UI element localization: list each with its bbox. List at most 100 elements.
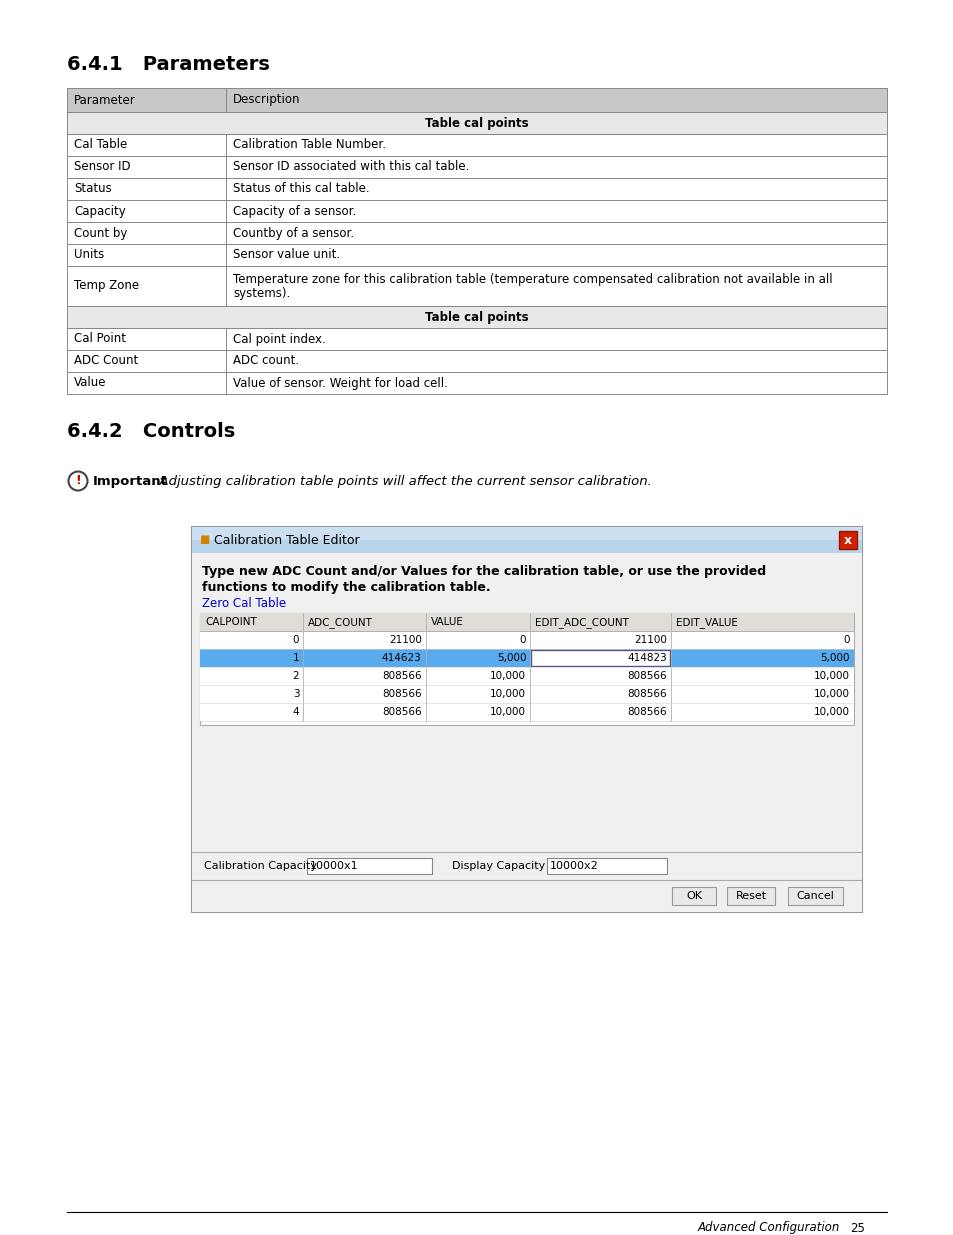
Text: Count by: Count by — [74, 226, 128, 240]
Text: Countby of a sensor.: Countby of a sensor. — [233, 226, 354, 240]
Bar — [726, 887, 774, 905]
Bar — [307, 858, 432, 874]
Text: Advanced Configuration: Advanced Configuration — [697, 1221, 840, 1235]
Text: 10,000: 10,000 — [813, 689, 849, 699]
Bar — [200, 613, 853, 631]
Text: 10,000: 10,000 — [490, 689, 526, 699]
Bar — [200, 685, 853, 703]
Text: 0: 0 — [519, 635, 526, 645]
Text: !: ! — [75, 474, 81, 488]
Text: 10,000: 10,000 — [490, 671, 526, 680]
Text: 1: 1 — [293, 653, 299, 663]
Bar — [67, 266, 886, 306]
Text: ◼: ◼ — [200, 534, 211, 547]
Text: ADC_COUNT: ADC_COUNT — [308, 618, 373, 627]
Text: 25: 25 — [849, 1221, 864, 1235]
Text: Capacity: Capacity — [74, 205, 126, 217]
Bar — [200, 650, 853, 667]
Text: Calibration Table Editor: Calibration Table Editor — [213, 534, 359, 547]
Text: Status of this cal table.: Status of this cal table. — [233, 183, 369, 195]
Text: 5,000: 5,000 — [820, 653, 849, 663]
Text: Temperature zone for this calibration table (temperature compensated calibration: Temperature zone for this calibration ta… — [233, 273, 832, 287]
Text: 10,000: 10,000 — [813, 706, 849, 718]
Bar — [67, 112, 886, 135]
Text: Display Capacity: Display Capacity — [452, 861, 545, 871]
Text: 808566: 808566 — [381, 671, 421, 680]
Text: Value: Value — [74, 377, 107, 389]
Text: 10,000: 10,000 — [813, 671, 849, 680]
Text: systems).: systems). — [233, 287, 290, 300]
Text: OK: OK — [685, 890, 701, 902]
Bar — [67, 372, 886, 394]
Text: Sensor value unit.: Sensor value unit. — [233, 248, 340, 262]
Text: EDIT_ADC_COUNT: EDIT_ADC_COUNT — [535, 618, 628, 627]
Text: ADC Count: ADC Count — [74, 354, 138, 368]
Text: 4: 4 — [293, 706, 299, 718]
Text: 808566: 808566 — [381, 706, 421, 718]
Text: Capacity of a sensor.: Capacity of a sensor. — [233, 205, 355, 217]
Text: Reset: Reset — [735, 890, 766, 902]
Text: 808566: 808566 — [626, 671, 666, 680]
Text: Zero Cal Table: Zero Cal Table — [202, 597, 286, 610]
Text: 10000x1: 10000x1 — [310, 861, 358, 871]
Text: EDIT_VALUE: EDIT_VALUE — [675, 618, 737, 627]
Bar — [200, 631, 853, 650]
Bar — [67, 306, 886, 329]
Text: Calibration Capacity: Calibration Capacity — [204, 861, 316, 871]
Text: 6.4.2   Controls: 6.4.2 Controls — [67, 422, 235, 441]
Text: x: x — [843, 534, 851, 547]
Text: 808566: 808566 — [381, 689, 421, 699]
Bar — [192, 553, 862, 911]
Text: 808566: 808566 — [626, 689, 666, 699]
Text: Temp Zone: Temp Zone — [74, 279, 139, 293]
Text: Value of sensor. Weight for load cell.: Value of sensor. Weight for load cell. — [233, 377, 447, 389]
Text: Units: Units — [74, 248, 104, 262]
Bar — [67, 156, 886, 178]
Bar — [67, 200, 886, 222]
Text: Parameter: Parameter — [74, 94, 135, 106]
Bar — [67, 222, 886, 245]
Bar — [67, 178, 886, 200]
Text: Adjusting calibration table points will affect the current sensor calibration.: Adjusting calibration table points will … — [151, 474, 651, 488]
Bar — [192, 527, 862, 540]
Text: Calibration Table Number.: Calibration Table Number. — [233, 138, 386, 152]
Bar — [67, 245, 886, 266]
Text: Cal Point: Cal Point — [74, 332, 126, 346]
Bar — [200, 667, 853, 685]
Text: 21100: 21100 — [634, 635, 666, 645]
Text: 808566: 808566 — [626, 706, 666, 718]
Text: 3: 3 — [293, 689, 299, 699]
Bar — [192, 527, 862, 911]
Circle shape — [69, 472, 88, 490]
Text: 0: 0 — [293, 635, 299, 645]
Bar — [67, 88, 886, 112]
Bar — [671, 887, 716, 905]
Text: Cal point index.: Cal point index. — [233, 332, 325, 346]
Text: Status: Status — [74, 183, 112, 195]
Text: Sensor ID associated with this cal table.: Sensor ID associated with this cal table… — [233, 161, 469, 173]
Bar — [200, 613, 853, 725]
Text: Cancel: Cancel — [796, 890, 834, 902]
Bar — [192, 852, 862, 881]
Bar — [546, 858, 666, 874]
Text: Cal Table: Cal Table — [74, 138, 127, 152]
Bar — [67, 135, 886, 156]
Bar — [200, 703, 853, 721]
Text: Table cal points: Table cal points — [425, 310, 528, 324]
Text: Type new ADC Count and/or Values for the calibration table, or use the provided: Type new ADC Count and/or Values for the… — [202, 564, 765, 578]
Text: ADC count.: ADC count. — [233, 354, 299, 368]
Text: 0: 0 — [842, 635, 849, 645]
Text: VALUE: VALUE — [430, 618, 463, 627]
Text: 5,000: 5,000 — [497, 653, 526, 663]
Text: 10,000: 10,000 — [490, 706, 526, 718]
Text: 10000x2: 10000x2 — [550, 861, 598, 871]
Bar — [838, 531, 856, 550]
Bar — [67, 329, 886, 350]
Bar — [531, 650, 669, 666]
Bar — [787, 887, 842, 905]
Bar — [67, 350, 886, 372]
Text: functions to modify the calibration table.: functions to modify the calibration tabl… — [202, 580, 490, 594]
Text: 21100: 21100 — [389, 635, 421, 645]
Text: 414623: 414623 — [381, 653, 421, 663]
Bar — [192, 527, 862, 553]
